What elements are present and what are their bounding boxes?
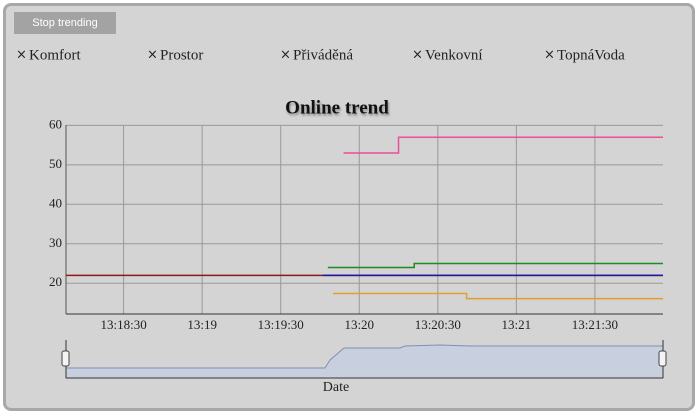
navigator-area <box>65 344 664 379</box>
series-line <box>327 262 663 269</box>
x-axis-label: Date <box>323 380 349 395</box>
x-tick-label: 13:21 <box>502 317 532 332</box>
x-tick-label: 13:21:30 <box>572 317 618 332</box>
series-line <box>343 136 663 154</box>
x-tick-label: 13:20:30 <box>415 317 461 332</box>
y-tick-label: 30 <box>49 235 62 250</box>
navigator-handle[interactable] <box>658 350 667 367</box>
legend-label: Přiváděná <box>293 47 353 63</box>
legend-label: Prostor <box>160 47 203 63</box>
legend-label: Komfort <box>29 47 81 63</box>
legend-marker: × <box>544 48 555 63</box>
y-tick-label: 60 <box>49 116 62 131</box>
x-tick-label: 13:18:30 <box>100 317 146 332</box>
navigator-handle[interactable] <box>61 350 70 367</box>
legend-label: Venkovní <box>425 47 483 63</box>
x-tick-label: 13:20 <box>344 317 374 332</box>
y-tick-label: 50 <box>49 156 62 171</box>
panel <box>3 3 695 411</box>
chart-title: Online trend <box>285 97 389 118</box>
y-tick-label: 20 <box>49 274 62 289</box>
y-tick-label: 40 <box>49 195 62 210</box>
stop-button[interactable]: Stop trending <box>14 12 116 34</box>
legend-marker: × <box>412 48 423 63</box>
legend-marker: × <box>280 48 291 63</box>
series-line <box>333 292 663 300</box>
legend-marker: × <box>147 48 158 63</box>
x-tick-label: 13:19:30 <box>258 317 304 332</box>
x-tick-label: 13:19 <box>187 317 217 332</box>
legend-label: TopnáVoda <box>557 47 625 63</box>
legend-marker: × <box>16 48 27 63</box>
